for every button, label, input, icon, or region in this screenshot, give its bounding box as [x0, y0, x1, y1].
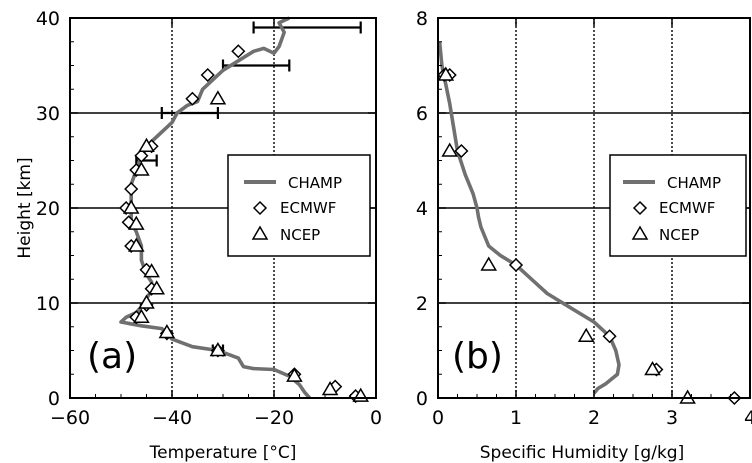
- ncep-point: [158, 323, 176, 339]
- ecmwf-point: [231, 44, 246, 59]
- error-bar: [252, 21, 362, 34]
- x-tick-label: 3: [666, 407, 678, 429]
- x-tick-label: 1: [510, 407, 522, 429]
- ncep-point: [127, 237, 145, 252]
- ncep-point: [209, 342, 227, 357]
- ecmwf-point: [185, 91, 200, 106]
- legend-ecmwf-label: ECMWF: [659, 199, 715, 217]
- y-tick-label: 20: [36, 198, 60, 220]
- ncep-point: [138, 137, 155, 152]
- ncep-point: [441, 142, 459, 157]
- ncep-point: [577, 327, 595, 342]
- panel-b: 0 1 2 3 4 0 2 4 6 8 CHAMP ECMWF NCEP (b) Specific…: [416, 8, 752, 463]
- panel-a-legend: CHAMP ECMWF NCEP: [227, 154, 371, 257]
- x-tick-label: 4: [744, 407, 752, 429]
- y-tick-label: 4: [416, 198, 428, 220]
- x-tick-label: −60: [50, 407, 90, 429]
- panel-a-ticks: −60 −40 −20 0 0 10 20 30 40: [36, 8, 382, 429]
- ncep-point: [133, 308, 150, 323]
- y-tick-label: 0: [48, 388, 60, 410]
- ecmwf-point: [508, 257, 524, 273]
- y-tick-label: 2: [416, 293, 428, 315]
- panel-b-letter: (b): [452, 336, 503, 377]
- ncep-point: [138, 294, 155, 309]
- legend-box: [227, 154, 371, 257]
- x-tick-label: 2: [588, 407, 600, 429]
- panel-b-frame: [437, 17, 751, 399]
- ecmwf-point: [200, 67, 215, 83]
- legend-champ-label: CHAMP: [667, 174, 721, 192]
- y-tick-label: 10: [36, 293, 60, 315]
- legend-ncep-label: NCEP: [280, 226, 320, 244]
- ncep-point: [122, 199, 140, 214]
- ncep-point: [127, 215, 145, 230]
- legend-ncep-triangle-icon: [251, 225, 269, 240]
- panel-b-legend: CHAMP ECMWF NCEP: [609, 154, 747, 257]
- legend-ecmwf-diamond-icon: [252, 200, 268, 216]
- ecmwf-point: [124, 181, 139, 197]
- ncep-point: [644, 361, 661, 376]
- panel-a: −60 −40 −20 0 0 10 20 30 40 CHAMP ECMWF NCEP (a)…: [15, 8, 382, 463]
- ecmwf-point: [602, 329, 617, 344]
- ncep-point: [321, 380, 339, 396]
- y-tick-label: 0: [416, 388, 428, 410]
- ncep-point: [148, 280, 166, 295]
- legend-ncep-triangle-icon: [631, 225, 649, 240]
- y-tick-label: 6: [416, 103, 428, 125]
- legend-ncep-label: NCEP: [659, 226, 699, 244]
- panel-b-xlabel: Specific Humidity [g/kg]: [480, 443, 684, 463]
- legend-champ-label: CHAMP: [288, 174, 342, 192]
- ecmwf-point: [454, 143, 469, 159]
- y-tick-label: 8: [416, 8, 428, 30]
- ncep-point: [286, 367, 303, 382]
- x-tick-label: −40: [152, 407, 192, 429]
- x-tick-label: −20: [254, 407, 294, 429]
- panel-a-frame: [69, 17, 377, 399]
- y-tick-label: 40: [36, 8, 60, 30]
- legend-ecmwf-diamond-icon: [632, 200, 648, 216]
- ncep-point: [480, 256, 498, 271]
- x-tick-label: 0: [370, 407, 382, 429]
- x-tick-label: 0: [432, 407, 444, 429]
- error-bar: [160, 107, 219, 119]
- panel-a-series: [119, 16, 370, 404]
- ncep-point: [133, 161, 150, 176]
- y-tick-label: 30: [36, 103, 60, 125]
- panel-a-letter: (a): [87, 336, 137, 377]
- panel-a-ylabel: Height [km]: [15, 157, 35, 258]
- ncep-point: [143, 263, 160, 278]
- ncep-point: [209, 90, 227, 105]
- ncep-point: [437, 66, 455, 81]
- panel-a-xlabel: Temperature [°C]: [149, 443, 297, 463]
- champ-profile-line: [437, 41, 621, 395]
- legend-ecmwf-label: ECMWF: [280, 199, 336, 217]
